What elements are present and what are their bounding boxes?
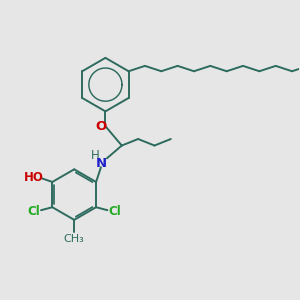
- Text: HO: HO: [24, 171, 44, 184]
- Text: O: O: [95, 120, 106, 133]
- Text: CH₃: CH₃: [64, 234, 85, 244]
- Text: Cl: Cl: [28, 205, 40, 218]
- Text: Cl: Cl: [108, 205, 121, 218]
- Text: H: H: [91, 149, 100, 162]
- Text: N: N: [95, 157, 106, 170]
